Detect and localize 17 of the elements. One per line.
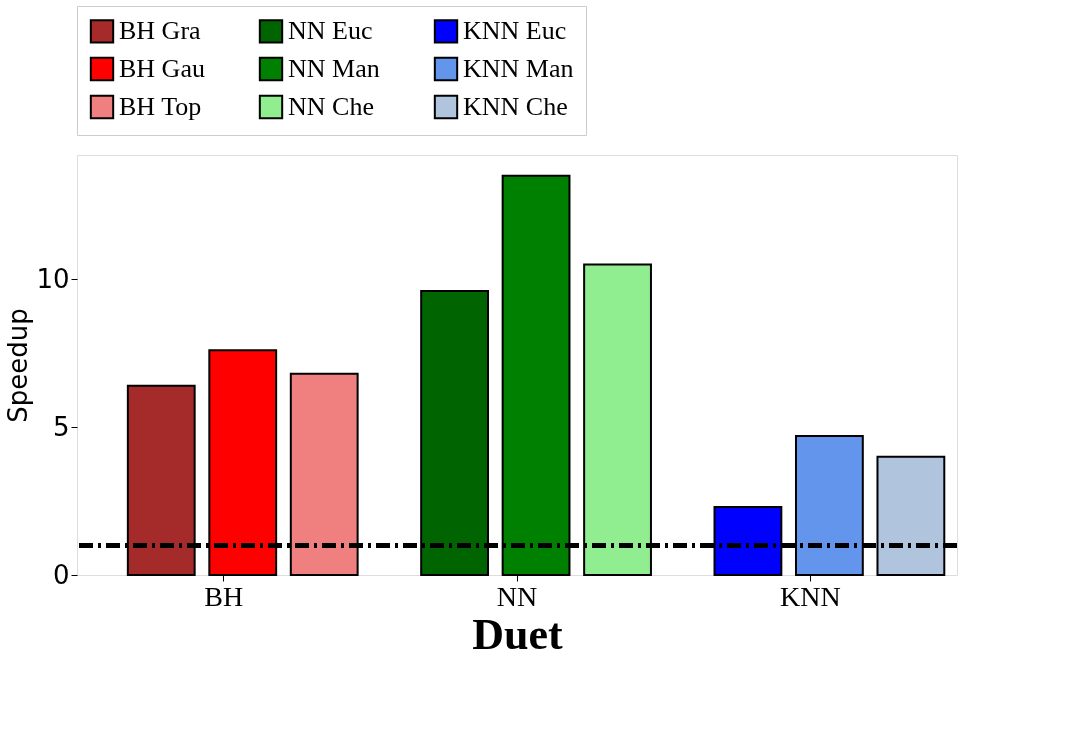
- legend-label: BH Gra: [119, 16, 202, 46]
- x-axis-title: Duet: [472, 609, 564, 659]
- legend-label: NN Che: [288, 92, 374, 121]
- legend-label: KNN Euc: [463, 16, 567, 46]
- y-tick-label: 10: [36, 263, 70, 294]
- legend-label: NN Euc: [288, 16, 373, 46]
- legend-label: KNN Che: [463, 92, 568, 121]
- legend-label: BH Top: [119, 92, 202, 121]
- x-tick-label: NN: [496, 580, 538, 612]
- y-tick-label: 5: [52, 411, 70, 442]
- y-tick-label: 0: [52, 559, 70, 590]
- y-axis-title: Speedup: [3, 308, 34, 423]
- legend-label: BH Gau: [119, 54, 205, 83]
- x-tick-label: KNN: [780, 580, 841, 612]
- legend-label: NN Man: [288, 54, 380, 83]
- x-tick-label: BH: [204, 580, 244, 612]
- legend-label: KNN Man: [463, 54, 574, 83]
